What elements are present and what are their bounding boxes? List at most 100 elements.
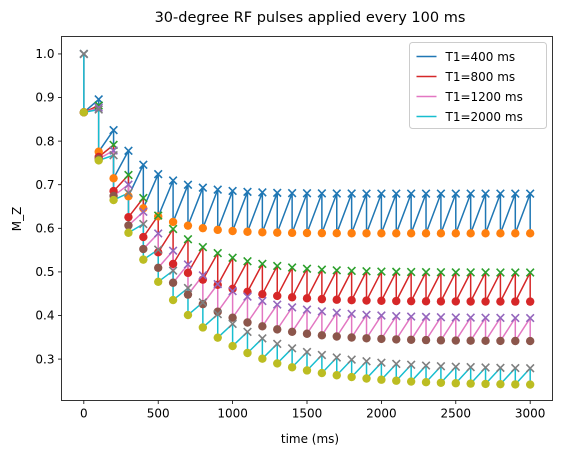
pre-pulse-point-3-7 — [183, 260, 193, 269]
post-pulse-point-1-13 — [273, 228, 282, 237]
x-axis-ticks: 0 500 1000 1500 2000 2500 3000 — [80, 400, 545, 421]
pre-pulse-point-4-18 — [347, 355, 357, 364]
post-pulse-point-4-14 — [287, 363, 297, 372]
post-pulse-point-2-26 — [466, 297, 475, 306]
post-pulse-point-4-2 — [109, 195, 118, 205]
x-tick-label: 1000 — [217, 407, 248, 421]
post-pulse-point-3-17 — [332, 332, 341, 341]
post-pulse-point-2-30 — [525, 297, 535, 306]
post-pulse-point-1-24 — [436, 229, 446, 238]
x-tick-label: 0 — [80, 407, 88, 421]
post-pulse-point-3-11 — [243, 318, 252, 327]
pre-pulse-point-1-2 — [109, 125, 118, 135]
post-pulse-point-1-16 — [317, 228, 327, 238]
pre-pulse-point-2-14 — [287, 263, 297, 272]
pre-pulse-point-4-27 — [481, 363, 490, 372]
post-pulse-point-1-29 — [511, 229, 520, 238]
pre-pulse-point-1-4 — [138, 160, 148, 170]
pre-pulse-point-4-7 — [183, 283, 193, 293]
pre-pulse-point-1-9 — [213, 185, 223, 194]
legend-label-3: T1=1200 ms — [445, 90, 523, 104]
pre-pulse-point-2-11 — [243, 256, 252, 266]
post-pulse-point-4-5 — [154, 277, 163, 286]
post-pulse-point-4-28 — [496, 379, 505, 389]
post-pulse-point-2-6 — [168, 259, 178, 269]
post-pulse-point-2-10 — [228, 284, 237, 294]
post-pulse-point-3-21 — [392, 335, 401, 344]
pre-pulse-point-1-19 — [362, 189, 371, 198]
post-pulse-point-3-4 — [139, 244, 148, 254]
pre-pulse-point-2-29 — [510, 268, 520, 277]
post-pulse-point-4-20 — [377, 375, 386, 384]
pre-pulse-point-1-18 — [347, 189, 357, 198]
post-pulse-point-4-26 — [466, 379, 475, 388]
pre-pulse-point-3-5 — [153, 229, 163, 238]
post-pulse-point-3-22 — [406, 335, 416, 344]
post-pulse-point-4-25 — [451, 379, 460, 388]
legend-label-2: T1=800 ms — [445, 70, 516, 84]
post-pulse-point-4-24 — [436, 378, 446, 387]
pre-pulse-point-3-6 — [168, 246, 178, 256]
pre-pulse-point-4-8 — [198, 297, 208, 307]
pre-pulse-point-4-5 — [153, 245, 163, 254]
pre-pulse-point-3-25 — [451, 313, 461, 322]
pre-pulse-point-3-1 — [94, 103, 104, 113]
y-tick-label: 0.8 — [35, 134, 54, 148]
pre-pulse-point-4-16 — [317, 350, 327, 360]
series-line-1 — [83, 53, 531, 235]
chart-title: 30-degree RF pulses applied every 100 ms — [155, 10, 466, 26]
post-pulse-point-1-25 — [451, 229, 460, 238]
pre-pulse-point-4-2 — [109, 150, 118, 160]
pre-pulse-point-1-20 — [377, 189, 386, 198]
pre-pulse-point-1-10 — [228, 186, 237, 196]
post-pulse-point-3-9 — [213, 307, 222, 316]
pre-pulse-point-3-22 — [406, 312, 416, 321]
post-pulse-point-2-16 — [317, 294, 327, 304]
pre-pulse-point-4-28 — [496, 363, 505, 373]
pre-pulse-point-3-23 — [421, 312, 431, 322]
pre-pulse-point-4-25 — [451, 362, 461, 372]
pre-pulse-point-1-14 — [287, 188, 297, 198]
post-pulse-point-4-18 — [347, 372, 356, 382]
y-tick-label: 1.0 — [35, 47, 54, 61]
y-tick-label: 0.3 — [35, 352, 54, 366]
post-pulse-point-3-28 — [496, 336, 505, 346]
post-pulse-point-3-18 — [347, 333, 356, 342]
pre-pulse-point-2-13 — [272, 261, 282, 271]
pre-pulse-point-1-27 — [481, 189, 490, 199]
pre-pulse-point-2-5 — [153, 211, 163, 220]
pre-pulse-point-4-26 — [466, 362, 476, 372]
pre-pulse-point-3-20 — [377, 311, 386, 320]
pre-pulse-point-4-30 — [525, 363, 535, 373]
post-pulse-point-2-4 — [139, 232, 148, 242]
post-pulse-point-3-25 — [451, 336, 460, 345]
y-axis-ticks: 0.3 0.4 0.5 0.6 0.7 0.8 0.9 1.0 — [35, 47, 62, 366]
post-pulse-point-2-29 — [511, 297, 520, 306]
x-tick-label: 500 — [147, 407, 170, 421]
post-pulse-point-1-19 — [362, 229, 371, 238]
pre-pulse-point-2-18 — [347, 266, 357, 276]
post-pulse-point-3-20 — [377, 334, 386, 344]
pre-pulse-point-1-21 — [391, 189, 401, 198]
post-pulse-point-3-26 — [466, 336, 475, 345]
pre-pulse-point-2-6 — [168, 224, 178, 234]
pre-pulse-point-4-6 — [168, 266, 178, 276]
pre-pulse-point-3-16 — [317, 307, 327, 316]
pre-pulse-point-4-0 — [79, 49, 89, 59]
post-pulse-point-4-9 — [213, 333, 222, 342]
pre-pulse-point-4-21 — [391, 359, 401, 369]
post-pulse-point-1-17 — [332, 228, 341, 238]
pre-pulse-point-4-19 — [362, 356, 371, 366]
pre-pulse-point-1-11 — [243, 187, 252, 197]
legend: T1=400 ms T1=800 ms T1=1200 ms T1=2000 ms — [409, 42, 547, 129]
pre-pulse-point-2-3 — [124, 170, 133, 180]
post-pulse-point-3-5 — [154, 263, 163, 272]
pre-pulse-point-3-21 — [391, 311, 401, 321]
y-axis-label: M_Z — [10, 207, 24, 232]
legend-label-4: T1=2000 ms — [445, 110, 523, 124]
pre-pulse-point-1-17 — [332, 189, 342, 198]
post-pulse-point-4-13 — [273, 359, 282, 368]
pre-pulse-point-2-16 — [317, 265, 327, 274]
pre-pulse-point-2-30 — [525, 268, 535, 277]
